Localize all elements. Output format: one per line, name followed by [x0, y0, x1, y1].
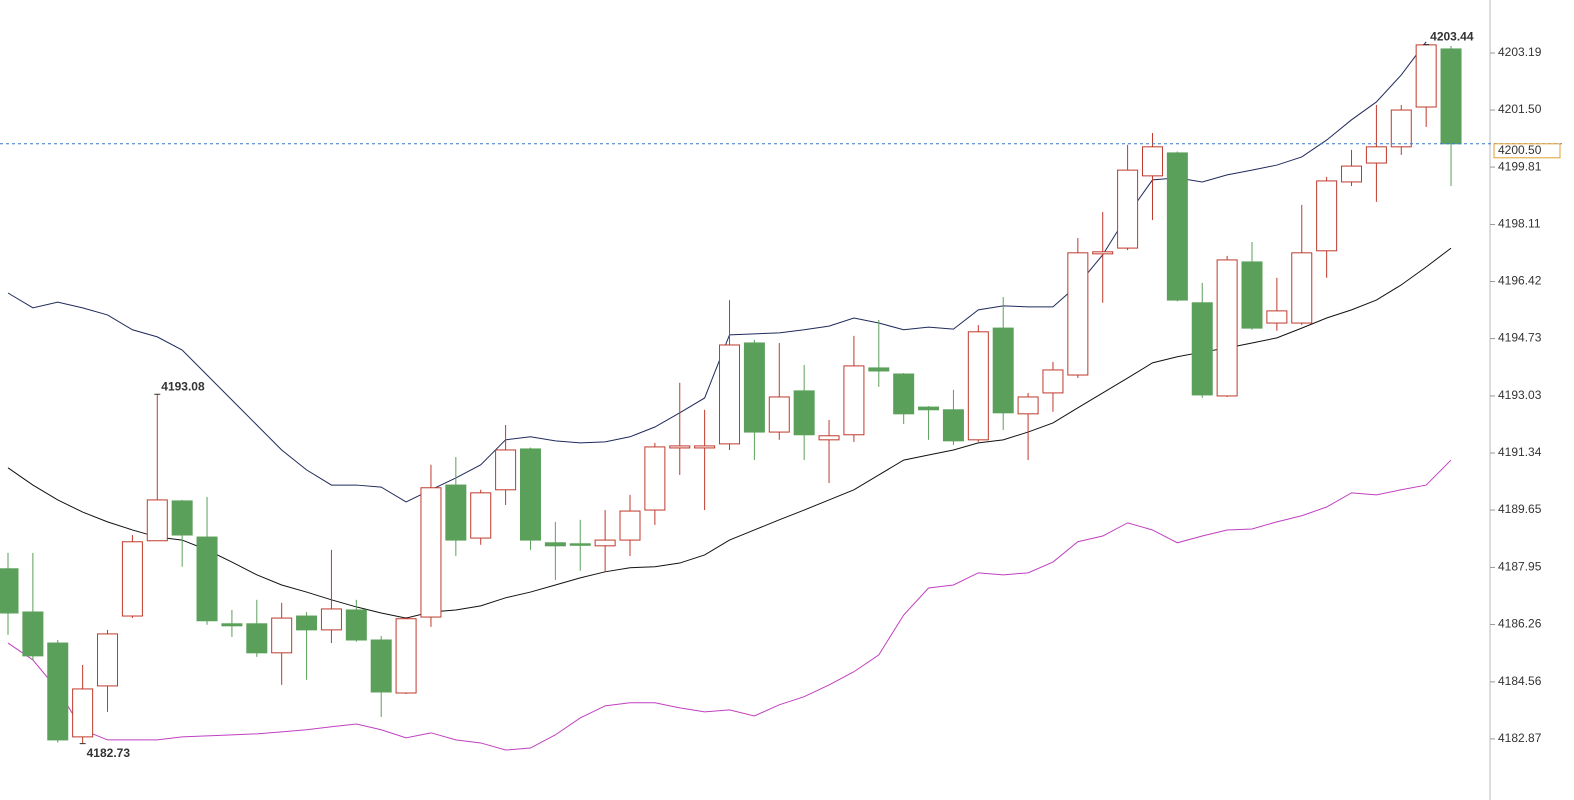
annotation-label: 4182.73: [87, 746, 131, 760]
y-tick-label: 4182.87: [1498, 731, 1542, 745]
candle-body: [296, 615, 318, 631]
candle-body: [1316, 180, 1338, 252]
candle-body: [1067, 252, 1089, 376]
candle-body: [171, 500, 193, 536]
candle-body: [1341, 165, 1363, 183]
candle-body: [1191, 302, 1213, 396]
candle-body: [1266, 310, 1288, 324]
candle-body: [768, 396, 790, 433]
candle-body: [271, 617, 293, 654]
candle-body: [1241, 261, 1263, 329]
candle-body: [72, 688, 94, 738]
candle-body: [420, 487, 442, 618]
candle-body: [221, 623, 243, 627]
y-tick-label: 4201.50: [1498, 102, 1542, 116]
y-tick-label: 4203.19: [1498, 45, 1542, 59]
candle-body: [569, 543, 591, 546]
candle-body: [669, 445, 691, 449]
candle-body: [320, 608, 342, 631]
last-price-label: 4200.50: [1498, 143, 1542, 157]
candle-body: [594, 539, 616, 547]
candle-body: [992, 327, 1014, 414]
candle-body: [893, 373, 915, 415]
y-tick-label: 4196.42: [1498, 274, 1542, 288]
last-price-box: [1493, 143, 1561, 159]
candle-body: [146, 499, 168, 542]
y-tick-label: 4189.65: [1498, 502, 1542, 516]
candle-body: [743, 342, 765, 433]
candle-body: [942, 409, 964, 442]
annotation-label: 4203.44: [1430, 30, 1474, 44]
y-tick-label: 4194.73: [1498, 331, 1542, 345]
indicator-line: [7, 459, 1452, 751]
candle-body: [1440, 48, 1462, 145]
candle-body: [793, 390, 815, 436]
indicator-line: [7, 41, 1427, 503]
candle-body: [1415, 44, 1437, 108]
candle-body: [370, 639, 392, 693]
candle-body: [196, 536, 218, 622]
candle-body: [0, 568, 19, 614]
candle-body: [470, 492, 492, 539]
candle-body: [1166, 152, 1188, 301]
candle-body: [1141, 146, 1163, 177]
candle-body: [818, 435, 840, 441]
y-tick-label: 4184.56: [1498, 674, 1542, 688]
candle-body: [1017, 396, 1039, 415]
candle-body: [694, 445, 716, 449]
candle-body: [1117, 169, 1139, 249]
candle-body: [719, 344, 741, 445]
candle-body: [967, 331, 989, 441]
y-tick-label: 4187.95: [1498, 560, 1542, 574]
candle-body: [22, 611, 44, 657]
candle-body: [868, 367, 890, 372]
candle-body: [644, 446, 666, 511]
candle-body: [47, 642, 69, 741]
candle-body: [544, 542, 566, 547]
candle-body: [1042, 369, 1064, 394]
candle-body: [619, 510, 641, 541]
annotation-label: 4193.08: [161, 379, 205, 393]
candle-body: [246, 623, 268, 654]
candle-body: [1365, 146, 1387, 164]
candle-body: [1390, 109, 1412, 148]
y-tick-label: 4193.03: [1498, 388, 1542, 402]
candle-body: [495, 449, 517, 491]
candle-body: [445, 484, 467, 541]
candle-body: [918, 406, 940, 411]
candle-body: [395, 618, 417, 694]
candle-body: [1216, 259, 1238, 397]
candle-body: [121, 541, 143, 617]
candle-body: [519, 448, 541, 541]
candle-body: [345, 609, 367, 641]
candle-body: [97, 633, 119, 687]
y-tick-label: 4191.34: [1498, 445, 1542, 459]
y-tick-label: 4199.81: [1498, 159, 1542, 173]
candle-body: [1092, 251, 1114, 255]
y-tick-label: 4198.11: [1498, 217, 1541, 231]
candle-body: [843, 365, 865, 436]
y-tick-label: 4186.26: [1498, 617, 1542, 631]
candle-body: [1291, 252, 1313, 324]
